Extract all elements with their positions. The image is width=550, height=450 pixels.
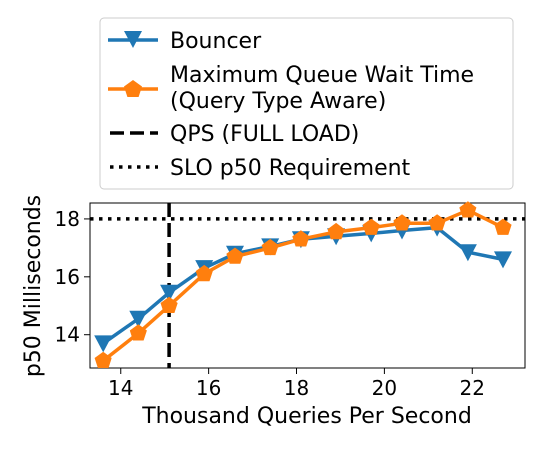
legend-label-mqwt: Maximum Queue Wait Time (Query Type Awar… bbox=[170, 63, 481, 114]
data-point-mqwt bbox=[226, 247, 244, 264]
legend-marker-bouncer bbox=[124, 31, 142, 48]
x-tick-label: 18 bbox=[284, 376, 309, 400]
y-tick-label: 14 bbox=[55, 323, 80, 347]
data-point-mqwt bbox=[261, 238, 279, 256]
x-tick-label: 14 bbox=[108, 376, 133, 400]
data-point-mqwt bbox=[459, 201, 477, 218]
data-point-bouncer bbox=[458, 244, 477, 262]
data-point-mqwt bbox=[362, 218, 380, 235]
data-point-mqwt bbox=[292, 230, 310, 247]
data-point-mqwt bbox=[494, 218, 512, 235]
data-point-mqwt bbox=[129, 324, 147, 341]
legend-label-mqwt-line2: (Query Type Aware) bbox=[170, 89, 386, 114]
legend-label-slo: SLO p50 Requirement bbox=[170, 156, 411, 181]
data-point-mqwt bbox=[428, 214, 446, 231]
y-tick-label: 18 bbox=[55, 207, 80, 231]
x-tick-label: 22 bbox=[460, 376, 485, 400]
x-axis-label: Thousand Queries Per Second bbox=[141, 404, 472, 429]
data-point-bouncer bbox=[94, 335, 113, 353]
x-tick-label: 20 bbox=[372, 376, 397, 400]
reference-lines bbox=[90, 203, 525, 368]
data-point-bouncer bbox=[129, 310, 148, 328]
plot-frame bbox=[89, 202, 526, 369]
data-point-mqwt bbox=[160, 296, 178, 313]
data-point-mqwt bbox=[94, 351, 112, 368]
legend-frame bbox=[99, 17, 514, 190]
y-axis-label: p50 Milliseconds bbox=[21, 195, 46, 377]
legend-marker-mqwt bbox=[124, 80, 142, 97]
ticks-layer: 14 16 18 20 22 14 16 18 bbox=[55, 207, 485, 400]
data-point-mqwt bbox=[195, 264, 213, 282]
legend: Bouncer Maximum Queue Wait Time (Query T… bbox=[99, 17, 514, 190]
data-point-mqwt bbox=[327, 222, 345, 240]
y-tick-label: 16 bbox=[55, 265, 80, 289]
data-point-mqwt bbox=[393, 214, 411, 231]
data-point-bouncer bbox=[494, 251, 512, 269]
series-layer bbox=[94, 201, 512, 368]
legend-label-bouncer: Bouncer bbox=[170, 29, 262, 54]
x-tick-label: 16 bbox=[196, 376, 221, 400]
data-point-bouncer bbox=[160, 284, 179, 302]
legend-label-qps: QPS (FULL LOAD) bbox=[170, 122, 359, 147]
legend-label-mqwt-line1: Maximum Queue Wait Time bbox=[170, 63, 474, 88]
